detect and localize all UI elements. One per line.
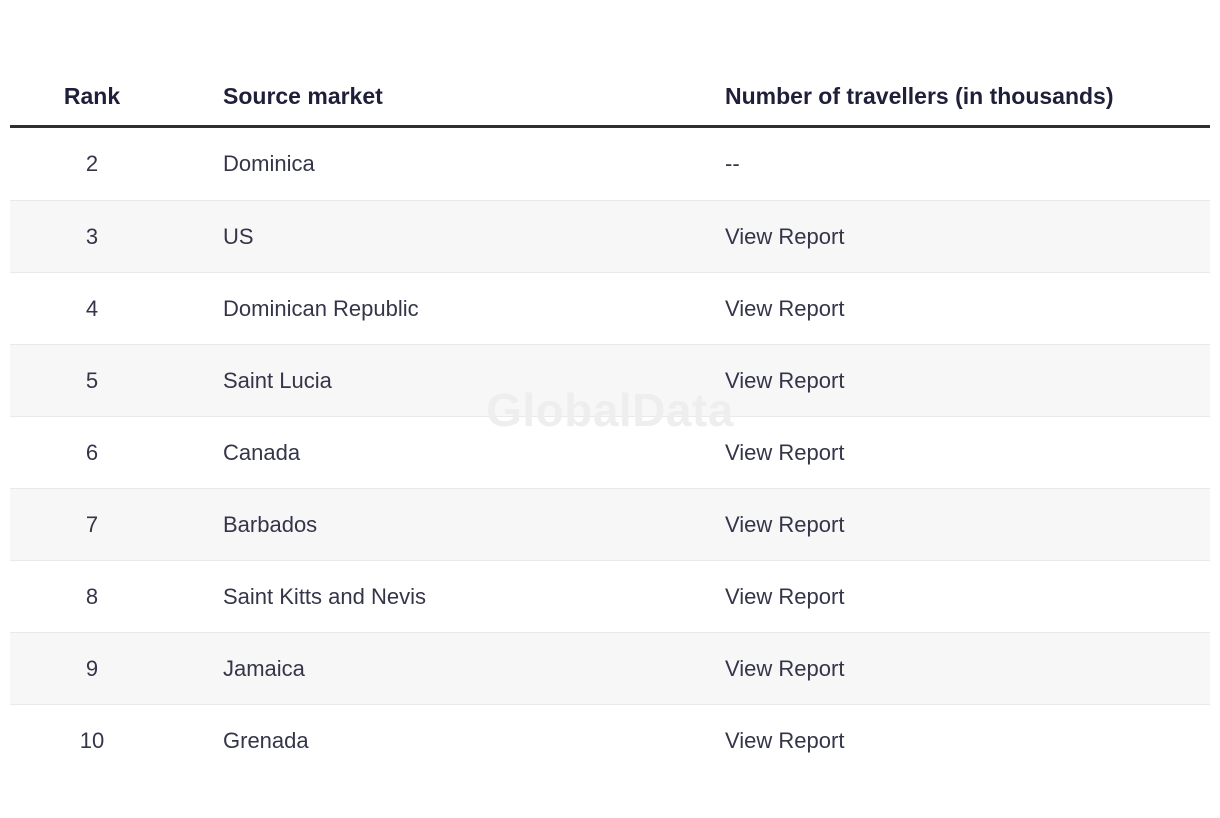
- view-report-link[interactable]: View Report: [725, 223, 845, 249]
- market-cell: Saint Lucia: [223, 367, 332, 393]
- view-report-link[interactable]: View Report: [725, 727, 845, 753]
- rank-cell: 6: [85, 439, 99, 465]
- table-row: 4 Dominican Republic View Report: [10, 272, 1210, 344]
- rank-cell: 7: [85, 511, 99, 537]
- market-cell: Canada: [223, 439, 301, 465]
- column-header-rank: Rank: [63, 83, 121, 109]
- view-report-link[interactable]: View Report: [725, 583, 845, 609]
- market-cell: Barbados: [223, 511, 318, 537]
- rank-cell: 2: [85, 151, 99, 176]
- market-cell: Grenada: [223, 727, 309, 753]
- rank-cell: 3: [85, 223, 99, 249]
- table-row: 5 Saint Lucia View Report: [10, 344, 1210, 416]
- table-row: 3 US View Report: [10, 200, 1210, 272]
- view-report-link[interactable]: View Report: [725, 439, 845, 465]
- view-report-link[interactable]: View Report: [725, 511, 845, 537]
- view-report-link[interactable]: View Report: [725, 655, 845, 681]
- column-header-number-of-travellers: Number of travellers (in thousands): [725, 83, 1114, 109]
- table-row: 10 Grenada View Report: [10, 704, 1210, 776]
- rank-cell: 4: [85, 295, 99, 321]
- table-row: 9 Jamaica View Report: [10, 632, 1210, 704]
- market-cell: Saint Kitts and Nevis: [223, 583, 426, 609]
- table-body: 2 Dominica -- 3 US View Report 4 Dominic…: [10, 128, 1210, 776]
- table-header-row: Rank Source market Number of travellers …: [10, 0, 1210, 128]
- source-market-table: Rank Source market Number of travellers …: [10, 0, 1210, 776]
- market-cell: US: [223, 223, 254, 249]
- table-row: 7 Barbados View Report: [10, 488, 1210, 560]
- travellers-value: --: [725, 151, 740, 176]
- view-report-link[interactable]: View Report: [725, 367, 845, 393]
- column-header-source-market: Source market: [223, 83, 383, 109]
- rank-cell: 9: [85, 655, 99, 681]
- table-row: 2 Dominica --: [10, 128, 1210, 200]
- view-report-link[interactable]: View Report: [725, 295, 845, 321]
- market-cell: Dominica: [223, 151, 315, 176]
- market-cell: Jamaica: [223, 655, 305, 681]
- rank-cell: 5: [85, 367, 99, 393]
- rank-cell: 10: [79, 727, 105, 753]
- table-row: 6 Canada View Report: [10, 416, 1210, 488]
- rank-cell: 8: [85, 583, 99, 609]
- market-cell: Dominican Republic: [223, 295, 419, 321]
- table-row: 8 Saint Kitts and Nevis View Report: [10, 560, 1210, 632]
